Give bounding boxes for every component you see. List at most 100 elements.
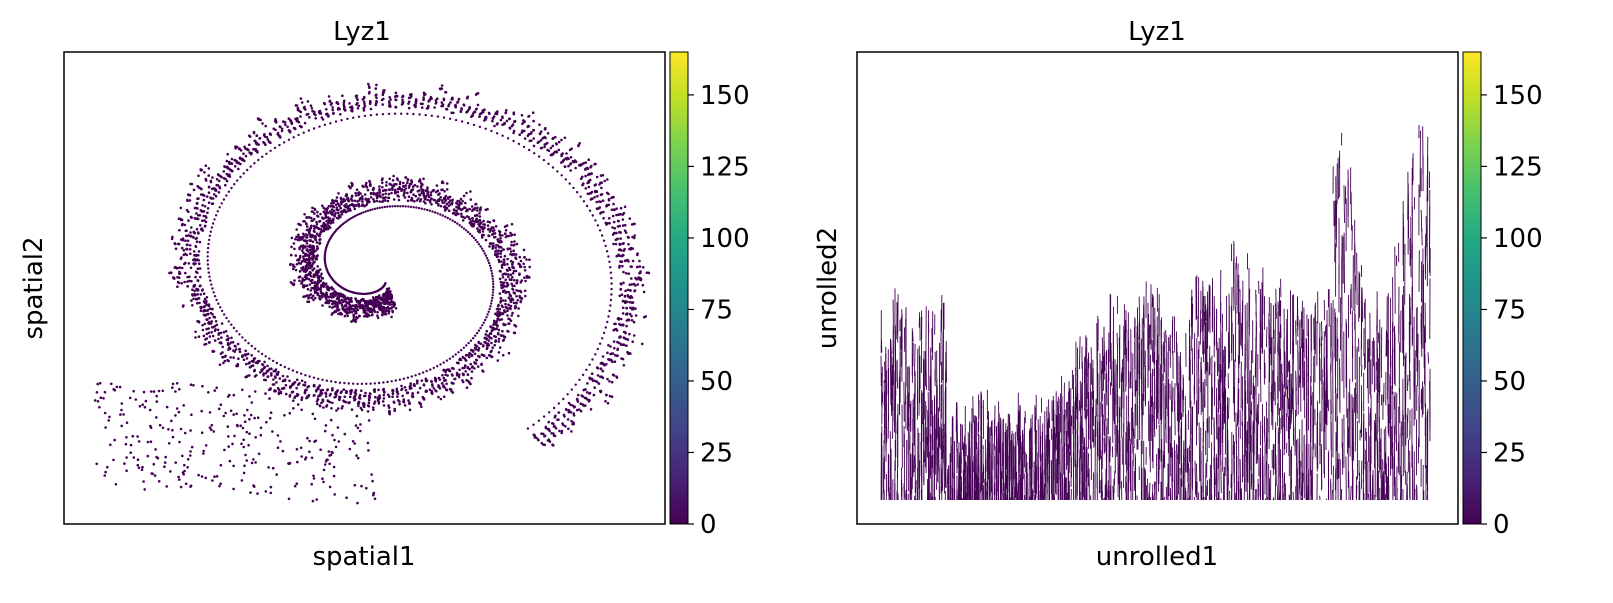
point xyxy=(334,395,338,398)
point xyxy=(606,401,610,405)
point xyxy=(467,341,470,345)
point xyxy=(269,491,273,495)
point xyxy=(186,243,189,246)
point xyxy=(610,380,614,384)
point xyxy=(204,313,207,317)
point xyxy=(532,423,535,426)
point xyxy=(220,341,223,345)
point xyxy=(476,206,479,210)
point xyxy=(306,112,310,116)
point xyxy=(580,394,584,397)
point xyxy=(584,174,587,178)
point xyxy=(313,227,316,230)
point xyxy=(220,336,223,339)
point xyxy=(621,306,625,310)
colorbar-tick-label: 50 xyxy=(700,367,733,397)
point xyxy=(609,266,612,269)
point xyxy=(433,376,437,380)
point xyxy=(525,275,529,278)
point xyxy=(440,101,444,104)
point xyxy=(494,340,497,343)
point xyxy=(248,417,251,421)
point xyxy=(552,432,555,435)
point xyxy=(574,166,577,170)
point xyxy=(623,247,626,251)
point xyxy=(187,193,190,196)
point xyxy=(267,466,270,469)
point xyxy=(440,84,444,87)
point xyxy=(95,391,99,394)
point xyxy=(232,349,235,352)
point xyxy=(352,396,356,400)
point xyxy=(244,453,247,457)
point xyxy=(275,473,279,476)
point xyxy=(498,346,502,349)
point xyxy=(392,174,395,178)
point xyxy=(292,242,296,245)
point xyxy=(374,303,378,307)
point xyxy=(205,216,208,219)
point xyxy=(628,351,631,355)
point xyxy=(334,203,338,207)
point xyxy=(594,353,597,356)
point xyxy=(248,143,251,147)
point xyxy=(454,213,458,217)
point xyxy=(524,279,527,283)
point xyxy=(242,445,245,449)
point xyxy=(376,316,380,320)
point xyxy=(267,369,270,372)
point xyxy=(334,120,338,123)
point xyxy=(436,115,440,118)
point xyxy=(533,152,536,155)
point xyxy=(519,259,523,263)
point xyxy=(378,394,381,397)
point xyxy=(254,461,257,464)
point xyxy=(381,296,384,299)
point xyxy=(495,132,499,135)
point xyxy=(630,223,634,226)
point xyxy=(202,305,205,309)
point xyxy=(523,137,527,140)
point xyxy=(217,191,221,194)
point xyxy=(208,426,212,430)
point xyxy=(331,312,334,315)
point xyxy=(218,206,221,209)
point xyxy=(625,344,628,348)
point xyxy=(320,392,324,395)
point xyxy=(589,408,593,411)
point xyxy=(414,374,417,377)
point xyxy=(617,219,620,223)
point xyxy=(305,396,308,400)
point xyxy=(491,117,495,120)
point xyxy=(369,114,373,117)
point xyxy=(373,207,377,210)
point xyxy=(196,293,200,296)
point xyxy=(289,263,292,267)
panel1-axes-frame xyxy=(63,51,666,525)
point xyxy=(157,389,161,393)
point xyxy=(432,387,436,390)
point xyxy=(528,276,531,279)
point xyxy=(409,205,413,209)
point xyxy=(330,302,334,306)
point xyxy=(511,275,514,279)
point xyxy=(220,202,223,205)
point xyxy=(229,409,233,413)
point xyxy=(407,195,411,198)
point xyxy=(327,95,331,98)
point xyxy=(239,424,242,428)
point xyxy=(196,201,199,205)
point xyxy=(517,314,520,318)
point xyxy=(410,375,413,378)
point xyxy=(299,446,303,450)
point xyxy=(445,182,449,185)
point xyxy=(601,199,605,202)
point xyxy=(331,401,334,405)
point xyxy=(353,199,357,203)
point xyxy=(554,135,557,139)
point xyxy=(269,149,272,152)
point xyxy=(291,369,295,372)
point xyxy=(360,298,364,302)
point xyxy=(365,181,368,185)
